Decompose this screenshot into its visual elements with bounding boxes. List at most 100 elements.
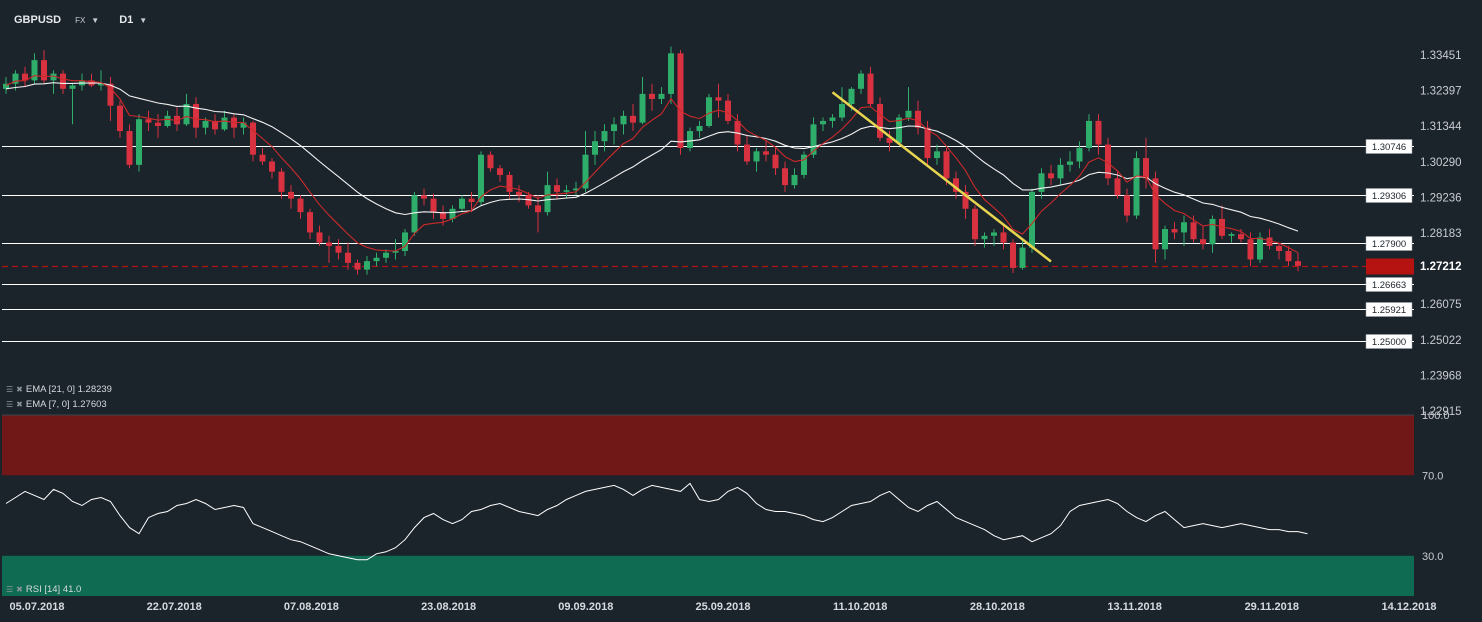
y-tick-label: 1.23968: [1420, 370, 1462, 382]
candle: [421, 188, 427, 206]
list-icon[interactable]: ☰: [6, 385, 14, 394]
candle: [183, 93, 190, 126]
candle: [506, 171, 513, 199]
candle: [88, 73, 95, 88]
candle-body: [354, 262, 361, 270]
candle: [1209, 215, 1216, 253]
candle-body: [886, 137, 893, 143]
candle-body: [981, 235, 988, 240]
candle: [69, 83, 76, 125]
ema7-legend[interactable]: ☰ ✖ EMA [7, 0] 1.27603: [6, 399, 107, 410]
candle-body: [905, 110, 912, 118]
candle-body: [1038, 173, 1045, 192]
candle: [525, 191, 532, 209]
chevron-down-icon[interactable]: ▼: [139, 15, 148, 25]
candle-body: [1247, 239, 1254, 260]
candle: [858, 70, 864, 94]
candle-body: [943, 151, 950, 179]
rsi-line: [5, 482, 1308, 561]
chevron-down-icon[interactable]: ▼: [91, 15, 100, 25]
candle-body: [658, 93, 665, 99]
candle-body: [611, 124, 617, 132]
candle: [107, 76, 114, 121]
candle-body: [649, 93, 655, 99]
candle: [810, 117, 817, 159]
close-icon[interactable]: ✖: [16, 385, 23, 394]
candle-body: [1095, 120, 1102, 145]
candle-body: [972, 208, 978, 240]
candle-body: [554, 185, 560, 192]
list-icon[interactable]: ☰: [6, 585, 14, 594]
candle-body: [516, 191, 522, 196]
candle-body: [706, 97, 712, 126]
candle-body: [1133, 158, 1140, 216]
candle-body: [1067, 161, 1073, 165]
candle-body: [763, 151, 769, 155]
candle-body: [497, 168, 503, 175]
candle-body: [364, 261, 370, 270]
y-tick-label: 1.22915: [1420, 406, 1462, 418]
candle-body: [126, 131, 133, 165]
candle-body: [155, 122, 161, 126]
candle: [155, 114, 161, 138]
candle: [136, 114, 142, 172]
candle-body: [41, 60, 47, 81]
candle: [611, 117, 617, 145]
candle-body: [117, 105, 123, 132]
level-tag-label: 1.30746: [1372, 142, 1406, 153]
candle-body: [592, 141, 598, 155]
candle-body: [335, 245, 342, 253]
candle: [1019, 239, 1026, 270]
candle-body: [60, 73, 66, 89]
candle-body: [430, 198, 437, 213]
rsi-legend[interactable]: ☰ ✖ RSI [14] 41.0: [6, 584, 81, 595]
candle: [392, 239, 399, 260]
candle: [193, 97, 199, 138]
candle-body: [193, 104, 199, 128]
ema21-legend[interactable]: ☰ ✖ EMA [21, 0] 1.28239: [6, 384, 112, 395]
rsi-oversold-zone: [2, 555, 1414, 596]
candle: [791, 168, 798, 189]
candle: [335, 239, 342, 260]
candle-body: [449, 208, 456, 219]
candle: [126, 124, 133, 169]
candle-body: [250, 122, 256, 155]
candle: [896, 114, 902, 145]
symbol-label[interactable]: GBPUSD: [14, 14, 62, 26]
candle-body: [991, 232, 997, 236]
candle-body: [687, 131, 693, 148]
candle: [288, 185, 294, 209]
candle-body: [867, 73, 874, 105]
candle-body: [1181, 222, 1187, 233]
candle-body: [1257, 237, 1263, 260]
candle: [1095, 114, 1102, 155]
candle: [915, 100, 921, 135]
candle: [829, 114, 836, 128]
candle-body: [962, 191, 969, 209]
candle: [801, 151, 807, 179]
candle: [1285, 245, 1292, 267]
candle-body: [601, 131, 608, 142]
close-icon[interactable]: ✖: [16, 400, 23, 409]
candle-body: [345, 252, 351, 263]
ema7-line: [5, 75, 1299, 254]
candle: [1133, 151, 1140, 219]
candle: [554, 178, 560, 199]
market-label[interactable]: FX: [75, 15, 86, 25]
list-icon[interactable]: ☰: [6, 400, 14, 409]
candle-body: [31, 60, 38, 81]
close-icon[interactable]: ✖: [16, 585, 23, 594]
candle-body: [1000, 232, 1007, 243]
candle-body: [839, 104, 845, 118]
candle-body: [1190, 222, 1197, 240]
candle-body: [1285, 251, 1292, 262]
y-tick-label: 1.28183: [1420, 228, 1462, 240]
candle: [212, 114, 218, 135]
candle-body: [288, 191, 294, 199]
candle: [696, 120, 703, 138]
candle: [677, 49, 684, 155]
timeframe-label[interactable]: D1: [119, 14, 134, 26]
x-tick-label: 11.10.2018: [833, 601, 887, 613]
candle: [782, 161, 788, 192]
